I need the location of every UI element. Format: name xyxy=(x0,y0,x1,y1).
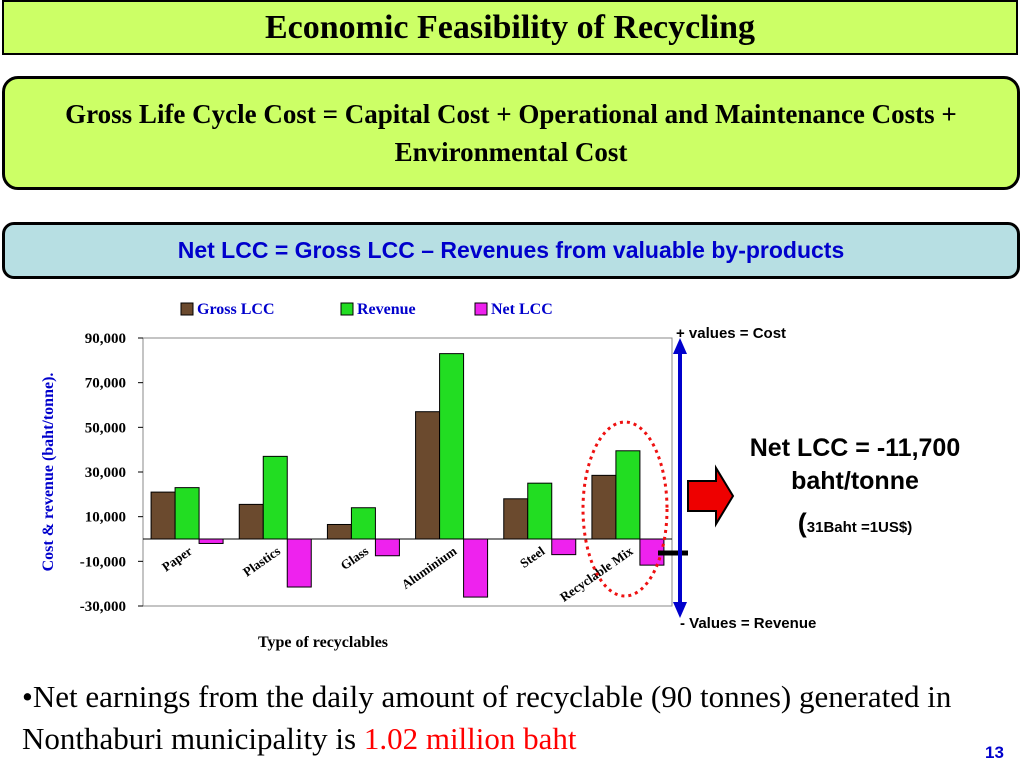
y-tick-label: 50,000 xyxy=(85,420,126,436)
plot-frame xyxy=(142,337,673,607)
net-earnings-bullet: •Net earnings from the daily amount of r… xyxy=(22,676,1002,760)
revenue-bar xyxy=(350,507,376,540)
earnings-highlight: 1.02 million baht xyxy=(363,721,577,756)
legend-label: Net LCC xyxy=(491,301,553,318)
revenue-bar xyxy=(527,482,553,540)
exchange-rate: (31Baht =1US$) xyxy=(700,508,1010,539)
legend-label: Gross LCC xyxy=(197,301,275,318)
minus-values-note: - Values = Revenue xyxy=(680,615,817,632)
page-number: 13 xyxy=(985,743,1004,762)
gross-lcc-bar xyxy=(591,474,617,540)
gross-lcc-bar xyxy=(238,503,264,540)
legend: Gross LCC Revenue Net LCC xyxy=(180,301,553,318)
revenue-bar xyxy=(439,353,465,540)
bullet-text: •Net earnings from the daily amount of r… xyxy=(22,679,952,756)
y-tick-label: 30,000 xyxy=(85,465,126,481)
net-lcc-value: Net LCC = -11,700 baht/tonne xyxy=(700,432,1010,498)
y-tick-label: 90,000 xyxy=(85,331,126,347)
gross-lcc-bar xyxy=(326,523,352,540)
net-lcc-formula: Net LCC = Gross LCC – Revenues from valu… xyxy=(2,222,1020,279)
y-tick-labels: 90,000 70,000 50,000 30,000 10,000 -10,000 -30… xyxy=(80,331,143,615)
y-tick-label: -10,000 xyxy=(80,554,126,570)
net-lcc-value-line1: Net LCC = -11,700 xyxy=(749,434,961,462)
revenue-bar xyxy=(615,450,641,540)
net-lcc-bar xyxy=(198,538,224,544)
plus-values-note: + values = Cost xyxy=(676,325,787,342)
legend-swatch xyxy=(180,302,194,316)
x-axis-label: Type of recyclables xyxy=(258,634,388,651)
highlight-ellipse xyxy=(581,420,669,598)
net-lcc-bar xyxy=(463,538,489,598)
gross-lcc-bar xyxy=(150,491,176,540)
legend-swatch xyxy=(474,302,488,316)
vertical-double-arrow xyxy=(673,338,687,618)
gross-lcc-bar xyxy=(503,498,529,540)
y-tick-label: -30,000 xyxy=(80,599,126,615)
exchange-rate-text: 31Baht =1US$) xyxy=(806,519,913,536)
net-lcc-bar xyxy=(551,538,577,556)
bars xyxy=(150,353,665,598)
gross-lcc-bar xyxy=(415,411,441,540)
exchange-rate-paren: ( xyxy=(797,508,807,538)
legend-swatch xyxy=(340,302,354,316)
net-lcc-bar xyxy=(374,538,400,557)
recycling-cost-chart: 90,000 70,000 50,000 30,000 10,000 -10,000 -30… xyxy=(40,301,735,651)
gross-lcc-formula: Gross Life Cycle Cost = Capital Cost + O… xyxy=(2,76,1020,190)
net-lcc-bar xyxy=(286,538,312,588)
legend-label: Revenue xyxy=(357,301,416,318)
y-tick-label: 10,000 xyxy=(85,510,126,526)
right-arrow-icon xyxy=(687,464,735,528)
net-lcc-value-line2: baht/tonne xyxy=(791,467,919,495)
slide-title: Economic Feasibility of Recycling xyxy=(2,0,1018,55)
y-tick-label: 70,000 xyxy=(85,376,126,392)
plot-area xyxy=(142,337,673,607)
revenue-bar xyxy=(174,487,200,540)
y-axis-label: Cost & revenue (baht/tonne). xyxy=(40,373,57,572)
revenue-bar xyxy=(262,455,288,540)
